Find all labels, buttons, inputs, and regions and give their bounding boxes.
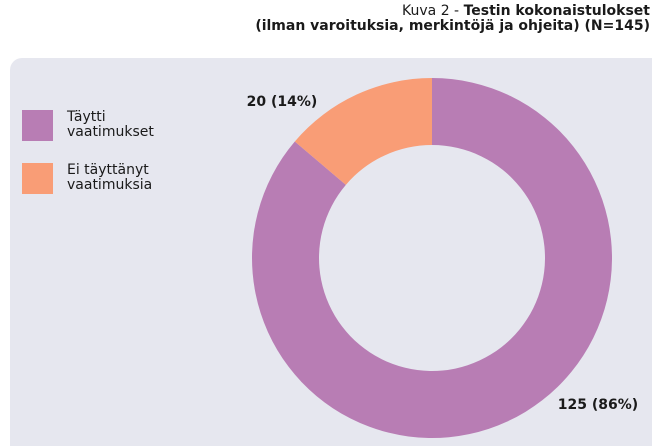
chart-title: Testin kokonaistulokset	[463, 3, 650, 19]
legend-swatch	[22, 163, 53, 194]
legend-label: Ei täyttänyt vaatimuksia	[67, 162, 153, 193]
legend-item: Täytti vaatimukset	[22, 110, 167, 141]
caption: Kuva 2 -	[402, 3, 460, 19]
legend: Täytti vaatimukset Ei täyttänyt vaatimuks…	[22, 110, 167, 216]
legend-label: Täytti vaatimukset	[67, 109, 154, 140]
legend-item: Ei täyttänyt vaatimuksia	[22, 163, 167, 194]
donut-slice	[251, 78, 612, 438]
data-label: 125 (86%)	[558, 397, 638, 413]
donut-slice	[294, 78, 432, 185]
legend-swatch	[22, 110, 53, 141]
heading: Kuva 2 - Testin kokonaistulokset (ilman …	[255, 4, 650, 34]
title-line: Kuva 2 - Testin kokonaistulokset	[255, 4, 650, 19]
chart-subtitle: (ilman varoituksia, merkintöjä ja ohjeit…	[255, 18, 650, 34]
data-label: 20 (14%)	[247, 94, 318, 110]
